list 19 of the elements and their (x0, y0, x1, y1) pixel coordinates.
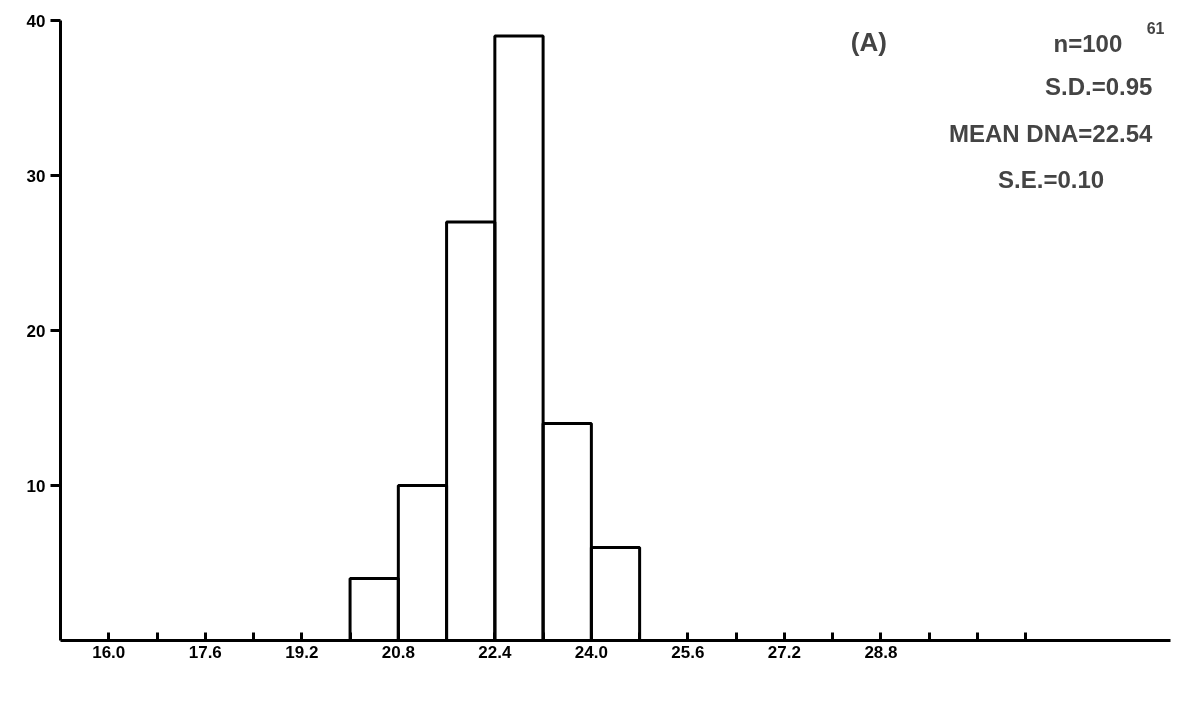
x-tick-label: 16.0 (92, 642, 126, 662)
annotation: n=100 (1053, 29, 1123, 57)
x-tick-label: 20.8 (381, 642, 415, 662)
annotation: MEAN DNA=22.54 (949, 119, 1154, 147)
x-tick-label: 27.2 (767, 642, 801, 662)
y-tick-label: 30 (26, 166, 46, 186)
x-tick-label: 19.2 (285, 642, 319, 662)
x-tick-label: 28.8 (864, 642, 898, 662)
x-tick-label: 22.4 (478, 642, 512, 662)
y-tick-label: 20 (26, 321, 46, 341)
annotation: S.D.=0.95 (1045, 73, 1153, 101)
annotation: (A) (850, 26, 887, 57)
y-tick-label: 10 (26, 476, 46, 496)
annotation: S.E.=0.10 (998, 166, 1105, 194)
annotation: 61 (1146, 20, 1165, 38)
x-tick-label: 25.6 (671, 642, 705, 662)
y-tick-label: 40 (26, 11, 46, 31)
x-tick-label: 17.6 (188, 642, 222, 662)
x-tick-label: 24.0 (574, 642, 608, 662)
